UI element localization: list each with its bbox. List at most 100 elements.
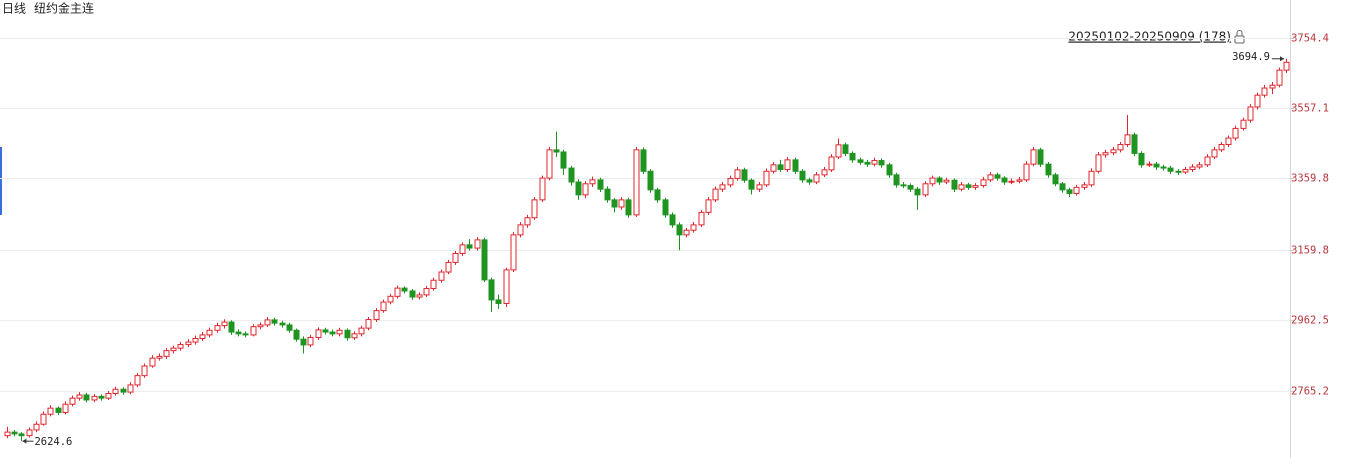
candle-body [1073,186,1080,194]
candle-body [336,329,343,335]
candle-body [900,184,907,187]
candle-body [365,319,372,329]
candle-body [163,350,170,357]
candle-body [401,287,408,292]
candle-body [170,347,177,352]
candle-body [640,149,647,172]
candle-body [1225,137,1232,145]
candle-body [62,403,69,413]
candle-body [524,217,531,226]
candle-body [344,329,351,339]
candle-body [47,407,54,415]
high-label: 3694.9 [1232,51,1270,63]
candle-body [813,174,820,183]
candle-body [611,199,618,208]
candle-body [481,239,488,281]
candle-body [1016,179,1023,182]
candle-body [965,184,972,188]
candle-body [994,174,1001,179]
candle-body [199,334,206,339]
candle-body [156,355,163,359]
candle-body [633,149,640,216]
candle-body [676,224,683,236]
candle-body [1247,106,1254,121]
candle-body [279,322,286,326]
candle-body [777,164,784,170]
candle-body [1276,69,1283,86]
candle-body [1102,152,1109,156]
candle-body [250,326,257,336]
y-tick-label: 2765.2 [1291,386,1329,398]
candle-body [1037,149,1044,165]
lock-shackle [1236,30,1243,36]
candle-body [351,333,358,339]
candle-body [1218,143,1225,151]
candle-body [1261,87,1268,96]
candle-body [423,287,430,296]
candle-body [907,185,914,190]
candle-body [1088,170,1095,186]
candle-body [546,149,553,179]
candle-body [488,279,495,301]
candle-body [799,170,806,181]
period-label: 日线 [2,2,26,16]
candle-body [1059,183,1066,191]
candle-body [972,185,979,188]
candle-body [185,341,192,346]
candle-body [784,159,791,170]
candle-body [1131,134,1138,154]
candle-body [929,177,936,185]
candle-body [373,310,380,321]
candle-body [647,170,654,191]
y-tick-label: 3159.8 [1291,245,1329,257]
candle-body [474,239,481,249]
candle-body [112,388,119,395]
candle-body [857,159,864,163]
candle-body [315,329,322,338]
candle-body [264,319,271,326]
candle-body [307,336,314,346]
candle-body [1081,184,1088,188]
candle-body [734,169,741,179]
candle-body [329,331,336,335]
candle-body [712,188,719,201]
candle-body [452,252,459,263]
candle-body [936,177,943,183]
candle-body [1001,177,1008,183]
candle-body [105,393,112,399]
candle-body [221,321,228,327]
candle-body [886,164,893,176]
candle-body [286,324,293,331]
candle-body [748,179,755,190]
candle-body [1095,154,1102,172]
candle-body [503,269,510,304]
candle-body [727,177,734,186]
candle-body [1204,156,1211,166]
candle-body [864,161,871,165]
candle-body [380,301,387,312]
candle-body [1008,180,1015,183]
candle-body [83,394,90,401]
candle-body [55,407,62,413]
candle-body [625,199,632,216]
candle-body [322,329,329,333]
low-label: 2624.6 [34,436,72,448]
low-arrow-head [22,438,27,444]
candle-body [958,184,965,190]
lock-icon[interactable] [1234,30,1245,44]
range-label[interactable]: 20250102-20250909 (178) [1068,30,1231,44]
candle-body [134,375,141,386]
candle-body [206,329,213,336]
candle-body [669,214,676,226]
candle-body [756,184,763,190]
candle-body [192,337,199,343]
candle-body [835,144,842,158]
candle-body [1146,163,1153,166]
candle-body [1232,127,1239,139]
candle-body [40,413,47,425]
candle-body [1211,149,1218,158]
candle-body [1045,163,1052,176]
candle-body [1138,152,1145,166]
candle-body [1052,174,1059,185]
candle-body [575,181,582,196]
